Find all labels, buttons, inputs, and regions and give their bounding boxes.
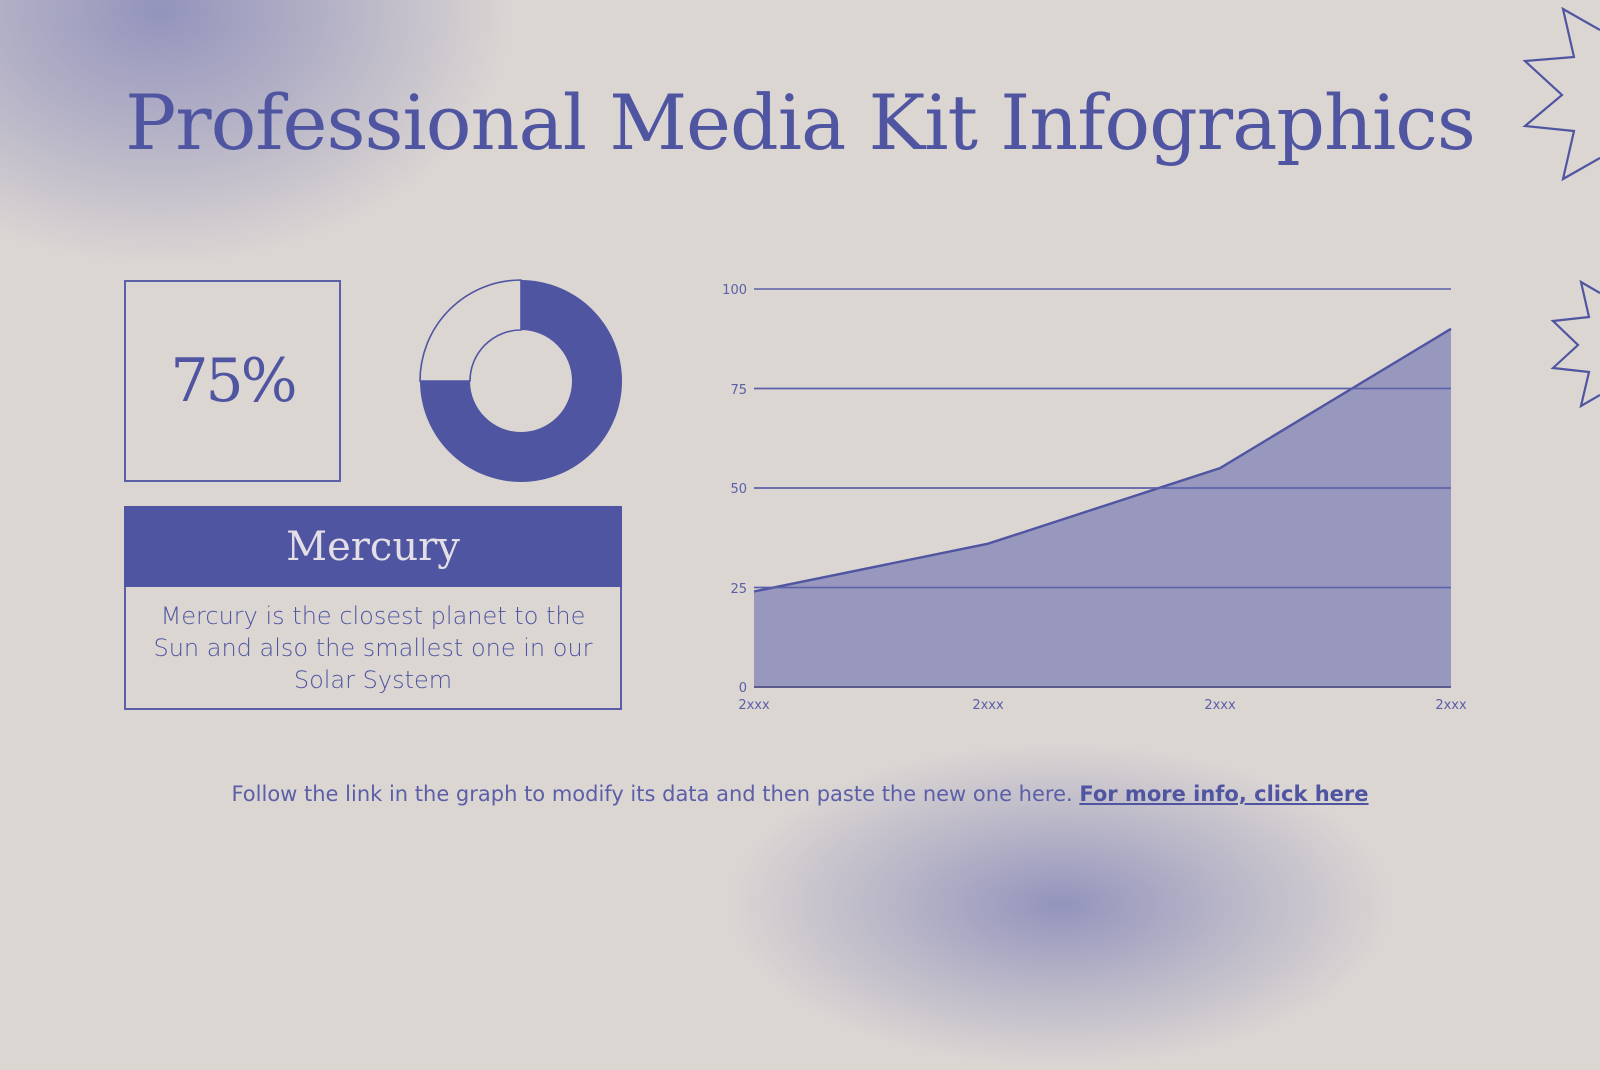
svg-text:100: 100 [722,283,747,298]
svg-text:25: 25 [730,582,747,597]
card-description: Mercury is the closest planet to the Sun… [153,601,593,694]
donut-filled-segment [420,280,622,482]
svg-text:0: 0 [739,681,747,696]
x-axis-labels: 2xxx 2xxx 2xxx 2xxx [738,698,1467,713]
page-title: Professional Media Kit Infographics [125,78,1476,167]
donut-chart [419,279,622,482]
svg-text:2xxx: 2xxx [1435,698,1467,713]
more-info-link[interactable]: For more info, click here [1079,782,1369,806]
percentage-stat-box: 75% [124,280,341,482]
percentage-value: 75% [170,346,297,416]
donut-remaining-segment [419,279,522,382]
footer-note: Follow the link in the graph to modify i… [0,782,1600,806]
card-heading: Mercury [286,523,460,570]
svg-text:2xxx: 2xxx [1204,698,1236,713]
svg-text:2xxx: 2xxx [972,698,1004,713]
area-chart: 100 75 50 25 0 2xxx 2xxx 2xxx 2xxx [722,283,1467,713]
svg-text:2xxx: 2xxx [738,698,770,713]
gridlines-overlay [754,387,1451,589]
area-series-fill [754,328,1451,687]
card-header: Mercury [124,506,622,587]
card-body: Mercury is the closest planet to the Sun… [124,587,622,710]
y-axis-labels: 100 75 50 25 0 [722,283,747,696]
area-series-line [753,327,1452,593]
svg-text:50: 50 [730,482,747,497]
footer-text: Follow the link in the graph to modify i… [231,782,1080,806]
svg-text:75: 75 [730,383,747,398]
